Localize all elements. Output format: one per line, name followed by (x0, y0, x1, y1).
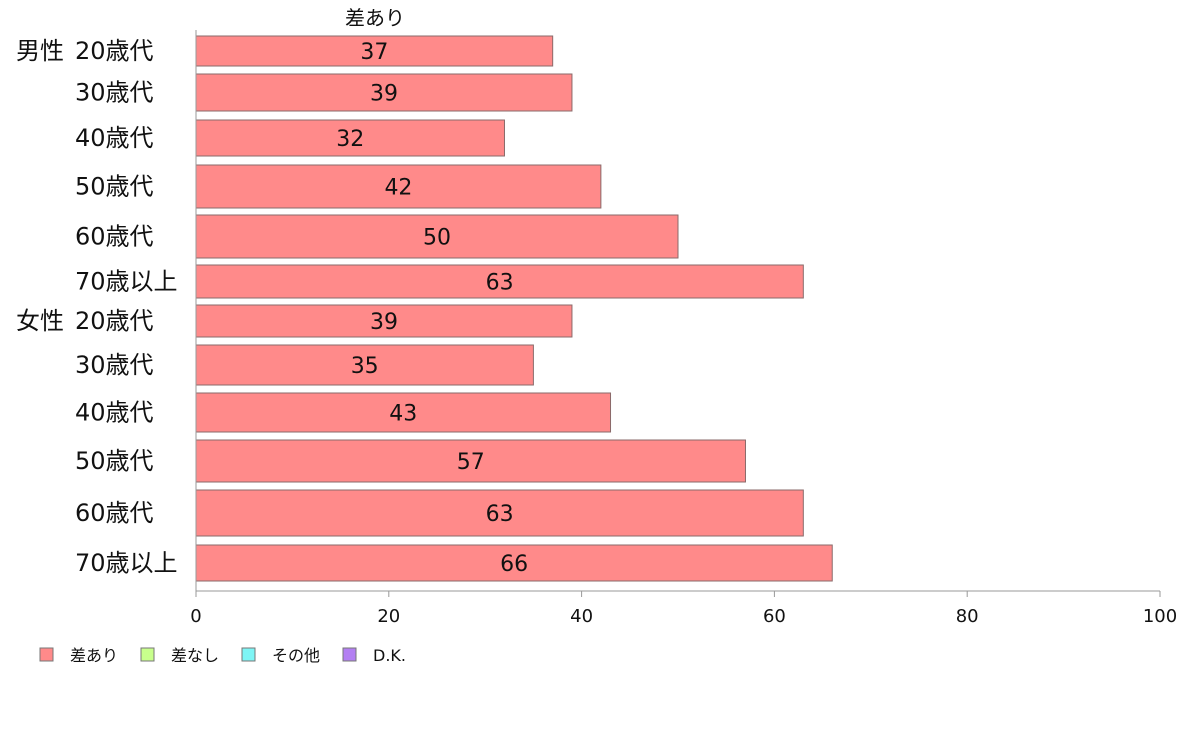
bar (195, 35, 554, 67)
bar-row: 男性 20歳代 37 (16, 35, 554, 67)
legend-item: その他 (241, 646, 320, 665)
category-label: 40歳代 (75, 399, 154, 427)
bar (195, 489, 804, 537)
category-label: 70歳以上 (75, 268, 178, 296)
value-label: 42 (384, 176, 412, 201)
x-axis: 0 20 40 60 80 100 (190, 30, 1177, 627)
bar (195, 304, 573, 338)
category-label: 20歳代 (75, 307, 154, 335)
category-label: 20歳代 (75, 37, 154, 65)
legend-item: 差あり (39, 646, 118, 665)
legend-item: 差なし (140, 646, 219, 665)
bar-row: 女性 20歳代 39 (16, 304, 573, 338)
bar (195, 439, 746, 483)
value-label: 57 (457, 450, 485, 475)
bar-row: 40歳代 43 (75, 392, 612, 433)
x-tick-label: 0 (190, 606, 201, 627)
bar (195, 214, 679, 259)
bar-row: 40歳代 32 (75, 119, 505, 157)
category-label: 30歳代 (75, 79, 154, 107)
x-tick-label: 40 (570, 606, 593, 627)
value-label: 63 (486, 271, 514, 296)
bar-row: 70歳以上 66 (75, 544, 833, 582)
x-tick-label: 20 (377, 606, 400, 627)
legend-swatch (342, 647, 357, 662)
value-label: 63 (486, 502, 514, 527)
series-title: 差あり (345, 6, 405, 30)
category-label: 70歳以上 (75, 549, 178, 577)
legend-swatch (140, 647, 155, 662)
legend-label: 差あり (70, 646, 118, 665)
bar (195, 544, 833, 582)
bar-row: 60歳代 50 (75, 214, 679, 259)
bar-row: 30歳代 39 (75, 73, 573, 112)
legend-item: D.K. (342, 646, 406, 665)
category-label: 60歳代 (75, 223, 154, 251)
group-label: 女性 (16, 307, 64, 335)
legend-label: その他 (272, 646, 320, 665)
legend-swatch (39, 647, 54, 662)
value-label: 32 (336, 127, 364, 152)
bar-row: 50歳代 42 (75, 164, 602, 209)
bar (195, 164, 602, 209)
value-label: 35 (351, 354, 379, 379)
x-tick-label: 60 (763, 606, 786, 627)
bar (195, 73, 573, 112)
value-label: 50 (423, 226, 451, 251)
bar (195, 119, 505, 157)
value-label: 39 (370, 310, 398, 335)
x-tick-label: 80 (956, 606, 979, 627)
value-label: 37 (360, 40, 388, 65)
x-tick-label: 100 (1143, 606, 1177, 627)
legend-swatch (241, 647, 256, 662)
value-label: 66 (500, 552, 528, 577)
bars-layer: 男性 20歳代 37 30歳代 39 40歳代 32 50歳代 42 60歳代 50 70歳以上 63 女… (16, 35, 833, 582)
bar-row: 50歳代 57 (75, 439, 746, 483)
category-label: 40歳代 (75, 124, 154, 152)
category-label: 50歳代 (75, 447, 154, 475)
value-label: 43 (389, 402, 417, 427)
category-label: 60歳代 (75, 499, 154, 527)
legend-label: D.K. (373, 646, 406, 665)
category-label: 30歳代 (75, 351, 154, 379)
legend: 差あり 差なし その他 D.K. (39, 646, 406, 665)
bar-row: 30歳代 35 (75, 344, 534, 386)
legend-label: 差なし (171, 646, 219, 665)
bar-row: 70歳以上 63 (75, 264, 804, 299)
category-label: 50歳代 (75, 173, 154, 201)
value-label: 39 (370, 82, 398, 107)
group-label: 男性 (16, 37, 64, 65)
bar-row: 60歳代 63 (75, 489, 804, 537)
